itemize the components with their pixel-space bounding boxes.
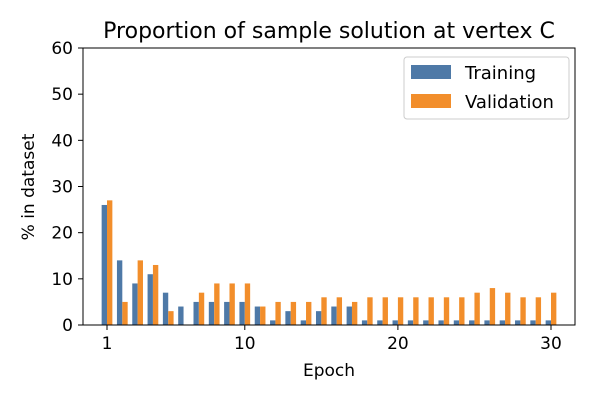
bar-validation-epoch-16 [336, 297, 343, 325]
bar-validation-epoch-10 [244, 283, 251, 325]
bar-validation-epoch-14 [306, 301, 312, 325]
bar-validation-epoch-29 [535, 297, 542, 325]
plot-frame [82, 47, 576, 326]
bar-training-epoch-3 [132, 283, 138, 325]
bar-training-epoch-9 [224, 301, 230, 325]
bar-training-epoch-1 [101, 204, 107, 325]
bar-training-epoch-16 [331, 306, 337, 325]
x-axis-ticks: 1 10 20 30 [102, 325, 562, 354]
bar-training-epoch-4 [147, 274, 153, 325]
bar-validation-epoch-1 [107, 200, 113, 325]
bar-training-epoch-13 [285, 311, 291, 325]
bar-validation-epoch-15 [321, 297, 327, 325]
bar-training-epoch-18 [361, 320, 368, 325]
bar-validation-epoch-24 [459, 297, 465, 325]
bar-validation-epoch-9 [229, 283, 235, 325]
bar-validation-epoch-5 [168, 311, 174, 325]
legend-label-validation: Validation [465, 92, 554, 113]
y-axis-ticks: 0 10 20 30 40 50 60 [51, 39, 83, 336]
bar-training-epoch-11 [254, 306, 261, 325]
bar-training-epoch-27 [499, 320, 506, 325]
bar-training-epoch-30 [545, 320, 551, 325]
y-tick-label: 30 [51, 178, 73, 198]
bar-training-epoch-29 [530, 320, 536, 325]
chart-title: Proportion of sample solution at vertex … [103, 19, 555, 44]
bar-validation-epoch-20 [397, 297, 404, 325]
x-tick-label: 30 [540, 334, 562, 354]
bar-validation-epoch-12 [275, 301, 281, 325]
bar-validation-epoch-23 [443, 297, 450, 325]
bar-validation-epoch-3 [137, 260, 143, 325]
y-axis-label: % in dataset [19, 133, 39, 240]
bar-training-epoch-12 [270, 320, 276, 325]
bar-validation-epoch-17 [351, 301, 358, 325]
bar-validation-epoch-27 [505, 292, 511, 325]
bar-validation-epoch-13 [290, 301, 297, 325]
bar-training-epoch-26 [484, 320, 490, 325]
x-tick-label: 20 [387, 334, 409, 354]
bar-training-epoch-2 [116, 260, 123, 325]
bar-training-epoch-8 [208, 301, 215, 325]
bar-training-epoch-20 [392, 320, 398, 325]
bar-training-epoch-5 [162, 292, 169, 325]
y-tick-label: 50 [51, 85, 73, 105]
bar-validation-epoch-30 [551, 292, 557, 325]
bar-training-epoch-15 [315, 311, 322, 325]
y-tick-label: 0 [62, 316, 73, 336]
bar-validation-epoch-26 [489, 288, 496, 325]
bar-training-epoch-14 [300, 320, 307, 325]
bar-training-epoch-22 [423, 320, 429, 325]
bars-group [101, 200, 557, 325]
bar-training-epoch-19 [377, 320, 383, 325]
y-tick-label: 40 [51, 131, 73, 151]
x-axis-label: Epoch [303, 361, 355, 381]
bar-training-epoch-21 [407, 320, 414, 325]
bar-training-epoch-17 [346, 306, 352, 325]
legend-swatch-training [411, 65, 451, 79]
legend-label-training: Training [464, 63, 536, 84]
bar-training-epoch-6 [178, 306, 184, 325]
y-tick-label: 20 [51, 224, 73, 244]
y-tick-label: 10 [51, 270, 73, 290]
bar-training-epoch-23 [438, 320, 444, 325]
x-tick-label: 1 [102, 334, 113, 354]
legend-swatch-validation [411, 94, 451, 108]
bar-training-epoch-7 [193, 301, 199, 325]
x-tick-label: 10 [234, 334, 256, 354]
bar-validation-epoch-21 [413, 297, 419, 325]
bar-validation-epoch-7 [198, 292, 205, 325]
bar-validation-epoch-25 [474, 292, 480, 325]
bar-validation-epoch-19 [382, 297, 388, 325]
bar-training-epoch-25 [469, 320, 475, 325]
bar-validation-epoch-4 [152, 264, 159, 325]
bar-validation-epoch-2 [122, 301, 128, 325]
bar-validation-epoch-11 [260, 306, 266, 325]
bar-training-epoch-24 [453, 320, 460, 325]
bar-training-epoch-28 [515, 320, 521, 325]
bar-validation-epoch-22 [428, 297, 434, 325]
bar-validation-epoch-18 [367, 297, 373, 325]
bar-validation-epoch-8 [214, 283, 220, 325]
legend: Training Validation [403, 56, 570, 120]
bar-validation-epoch-28 [520, 297, 526, 325]
y-tick-label: 60 [51, 39, 73, 59]
bar-training-epoch-10 [239, 301, 245, 325]
